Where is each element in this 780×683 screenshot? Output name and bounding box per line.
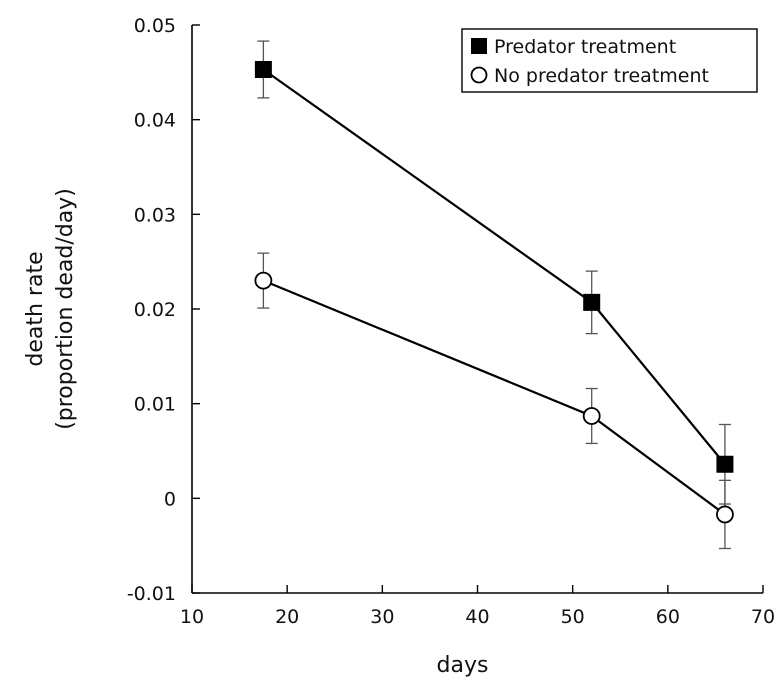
axes: -0.01 0 0.01 0.02 0.03 0.04 0.05 10 20 30 40 50 60 70 <box>127 15 775 628</box>
legend-square-icon <box>471 38 487 54</box>
y-tick-label: 0.04 <box>134 110 176 132</box>
data-point-circle <box>716 505 734 524</box>
y-tick-label: -0.01 <box>127 583 176 605</box>
axis-labels: days death rate (proportion dead/day) <box>23 188 488 678</box>
legend-box <box>461 28 758 93</box>
series-line <box>262 279 726 516</box>
x-tick-label: 70 <box>751 606 775 628</box>
y-tick-label: 0.01 <box>134 394 176 416</box>
y-axis-title-line: death rate <box>23 251 48 366</box>
data-point-square <box>583 293 601 311</box>
series-no-predator <box>254 252 734 550</box>
y-tick-label: 0.02 <box>134 299 176 321</box>
x-tick-label: 50 <box>561 606 585 628</box>
data-point-circle <box>254 271 273 290</box>
y-axis-title: death rate (proportion dead/day) <box>23 188 78 430</box>
series-predator <box>254 40 734 505</box>
x-tick-label: 20 <box>275 606 299 628</box>
x-tick-label: 30 <box>370 606 394 628</box>
legend: Predator treatment No predator treatment <box>461 28 758 93</box>
legend-entry-label: No predator treatment <box>494 65 709 87</box>
data-point-square <box>716 455 734 473</box>
x-tick-label: 60 <box>656 606 680 628</box>
y-tick-label: 0.05 <box>134 15 176 37</box>
y-tick-label: 0 <box>164 488 176 510</box>
series-line <box>262 68 726 465</box>
x-axis-title: days <box>437 653 489 678</box>
x-tick-label: 40 <box>465 606 489 628</box>
series-layer <box>254 40 734 550</box>
y-tick-label: 0.03 <box>134 204 176 226</box>
legend-circle-icon <box>470 66 488 84</box>
data-point-circle <box>582 407 601 425</box>
legend-entry-label: Predator treatment <box>494 36 676 58</box>
x-tick-label: 10 <box>180 606 204 628</box>
data-point-square <box>254 60 272 78</box>
y-axis-title-line: (proportion dead/day) <box>53 188 78 430</box>
